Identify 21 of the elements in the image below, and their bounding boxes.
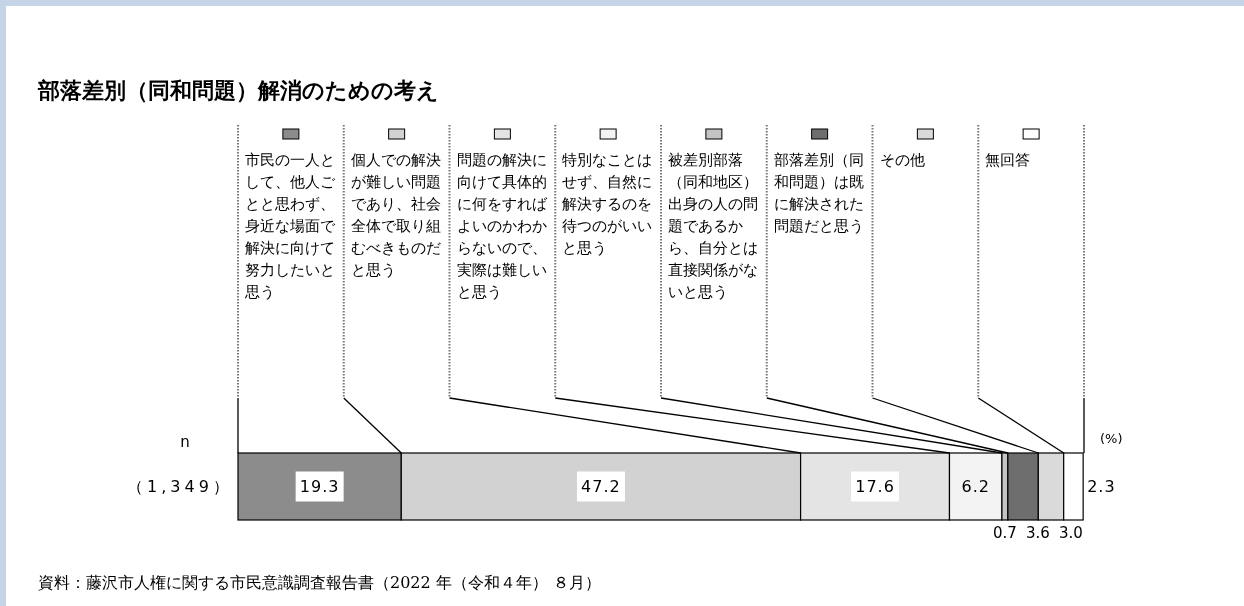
data-label: 17.6 <box>855 477 895 497</box>
data-label: 3.0 <box>1058 524 1083 542</box>
legend-label: 問題の解決に向けて具体的に何をすればよいのかわからないので、実際は難しいと思う <box>456 150 548 303</box>
data-label: 47.2 <box>581 477 621 497</box>
data-label: 0.7 <box>992 524 1017 542</box>
legend-label: その他 <box>879 150 926 171</box>
legend-label: 無回答 <box>985 150 1032 171</box>
chart-title: 部落差別（同和問題）解消のための考え <box>37 78 439 103</box>
legend-label: 市民の一人として、他人ごとと思わず、身近な場面で解決に向けて努力したいと思う <box>245 150 336 303</box>
y-axis-title: n <box>180 433 190 451</box>
legend-label: 個人での解決が難しい問題であり、社会全体で取り組むべきものだと思う <box>350 150 442 281</box>
legend-label: 部落差別（同和問題）は既に解決された問題だと思う <box>773 150 865 237</box>
data-label: 3.6 <box>1025 524 1050 542</box>
text: 資料：藤沢市人権に関する市民意識調査報告書（2022 年（令和４年） ８月） <box>38 573 601 592</box>
y-tick-label: （1,349） <box>127 477 233 497</box>
data-label: 6.2 <box>961 477 990 497</box>
legend-label: 被差別部落（同和地区）出身の人の問題であるから、自分とは直接関係がないと思う <box>668 150 759 303</box>
text: (%) <box>1100 431 1123 446</box>
legend-label: 特別なことはせず、自然に解決するのを待つのがいいと思う <box>562 150 654 259</box>
data-label: 19.3 <box>299 477 340 497</box>
data-label: 2.3 <box>1087 477 1116 497</box>
